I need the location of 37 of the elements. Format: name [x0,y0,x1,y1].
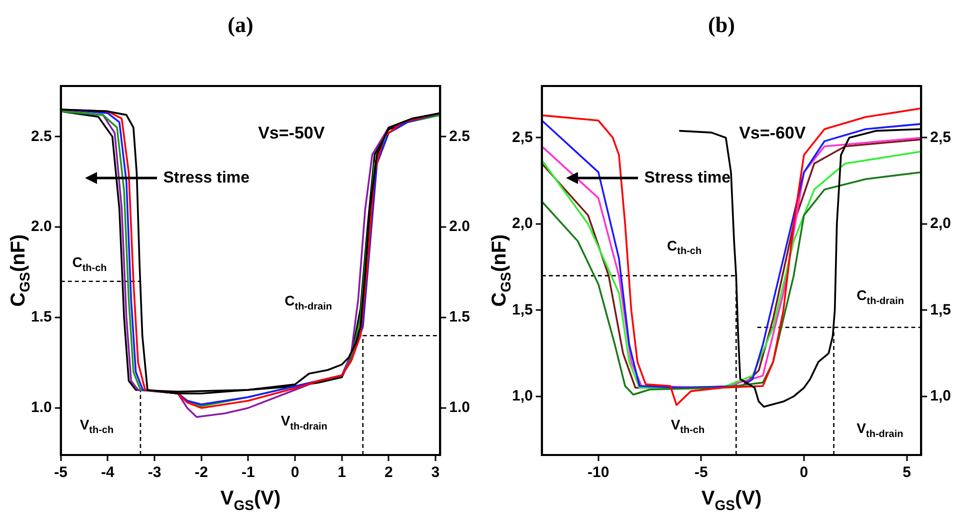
x-tick-label: 1 [338,464,346,482]
x-tick-label: -2 [194,464,208,482]
y-tick-label: 1,5 [512,301,533,318]
y-axis-title: CGS(nF) [488,234,514,307]
x-tick-label: -4 [101,464,115,482]
y-tick-label: 2,5 [512,128,533,146]
y2-tick-label: 2.5 [449,128,470,145]
y-axis-title: CGS(nF) [7,234,33,307]
x-tick-label: 0 [290,464,300,482]
annotation: Stress time [163,170,250,187]
y2-tick-label: 1,5 [930,301,952,318]
x-tick-label: -5 [694,464,708,482]
chart-title: (a) [226,12,254,38]
y-tick-label: 2.0 [30,218,52,236]
y2-tick-label: 1,0 [930,388,952,405]
y-tick-label: 2,0 [512,215,533,232]
y2-tick-label: 1.0 [449,399,470,416]
x-tick-label: 0 [800,464,808,482]
x-tick-label: -10 [588,464,610,482]
y2-tick-label: 2,5 [930,128,952,146]
y-tick-label: 2.5 [30,128,52,145]
chart-title: (b) [707,12,736,38]
x-tick-label: -3 [148,464,162,482]
y2-tick-label: 2.0 [449,218,470,236]
y2-tick-label: 2,0 [930,215,952,232]
y-tick-label: 1.5 [30,308,52,326]
x-tick-label: 3 [431,464,440,482]
y-tick-label: 1.0 [30,399,52,416]
x-tick-label: 2 [384,464,393,482]
x-tick-label: -1 [241,464,255,482]
annotation: Vs=-60V [739,124,806,143]
x-tick-label: -5 [54,464,68,482]
y-tick-label: 1,0 [512,388,533,405]
annotation: Vs=-50V [258,124,326,143]
annotation: Stress time [644,170,731,187]
x-tick-label: 5 [902,464,911,482]
y2-tick-label: 1.5 [449,308,470,326]
